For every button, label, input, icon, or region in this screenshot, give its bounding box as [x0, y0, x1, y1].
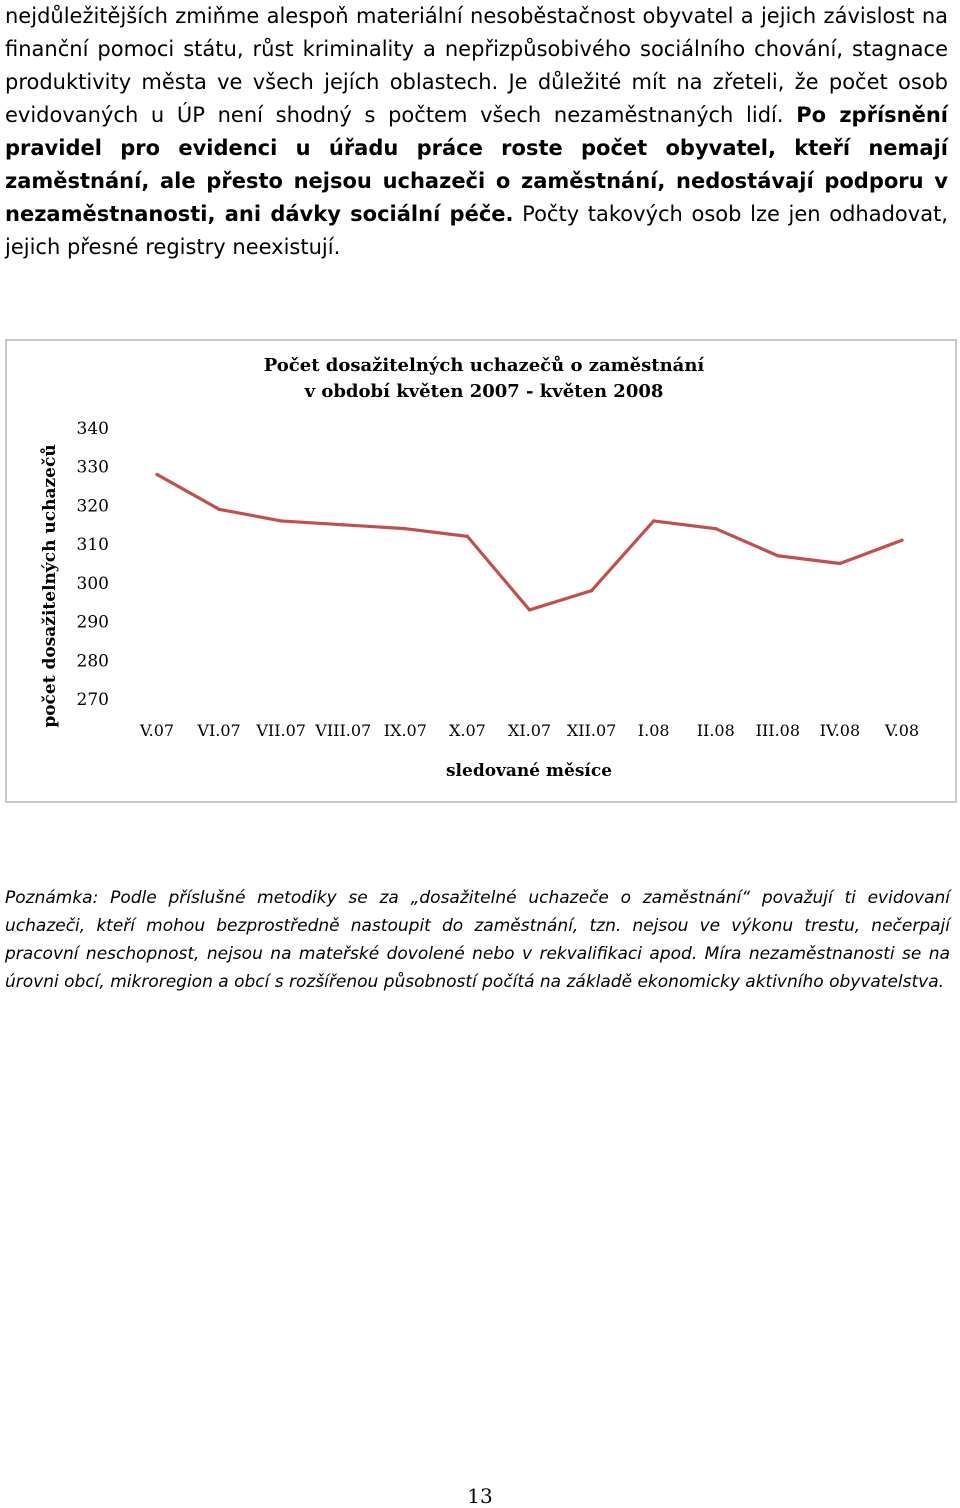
chart-title-line2: v období květen 2007 - květen 2008 [304, 381, 664, 402]
x-tick-label: IV.08 [820, 721, 861, 740]
body-paragraph: nejdůležitějších zmiňme alespoň materiál… [5, 0, 948, 264]
series-line-segment [341, 523, 407, 531]
data-point [714, 527, 718, 531]
x-tick-label: VIII.07 [314, 721, 371, 740]
data-point [838, 561, 842, 566]
footnote: Poznámka: Podle příslušné metodiky se za… [5, 888, 950, 992]
series-line-segment [465, 534, 532, 612]
y-tick-labels: 340 330 320 310 300 290 280 270 [77, 419, 109, 710]
page-number: 13 [467, 1484, 493, 1508]
plot-series [155, 472, 904, 612]
x-tick-label: II.08 [697, 721, 735, 740]
y-tick-label: 300 [77, 574, 109, 594]
series-line-segment [776, 554, 842, 566]
series-line-segment [838, 538, 904, 566]
data-point [776, 554, 780, 558]
series-line-segment [589, 519, 656, 593]
series-line-segment [403, 527, 470, 538]
x-tick-label: III.08 [756, 721, 800, 740]
x-tick-label: IX.07 [384, 721, 427, 740]
y-tick-label: 280 [77, 651, 109, 671]
y-tick-label: 340 [77, 419, 109, 439]
series-line-segment [714, 527, 780, 558]
x-axis-title: sledované měsíce [446, 761, 612, 781]
data-point [589, 589, 594, 593]
x-tick-label: VI.07 [196, 721, 240, 740]
series-line-segment [155, 472, 221, 511]
x-tick-label: V.08 [884, 721, 919, 740]
series-line-segment [527, 589, 594, 612]
y-axis-title: počet dosažitelných uchazečů [39, 444, 60, 727]
data-point [403, 527, 407, 531]
series-line-segment [652, 519, 718, 531]
x-tick-labels: V.07 VI.07 VII.07 VIII.07 IX.07 X.07 XI.07 XII.… [139, 721, 919, 740]
y-tick-label: 290 [77, 613, 109, 633]
line-chart: Počet dosažitelných uchazečů o zaměstnán… [39, 354, 919, 781]
x-tick-label: X.07 [449, 721, 486, 740]
y-tick-label: 310 [77, 535, 109, 555]
data-point [217, 507, 221, 511]
data-point [527, 608, 532, 612]
series-line-segment [279, 519, 345, 527]
x-tick-label: I.08 [638, 721, 670, 740]
paragraph-outro: Počty takových osob lze jen odhadovat, j… [5, 202, 948, 259]
paragraph-bold: Po zpřísnění pravidel pro evidenci u úřa… [5, 103, 948, 226]
series-line-segment [217, 507, 283, 523]
data-point [465, 534, 470, 538]
data-point [652, 519, 656, 523]
chart-container: Počet dosažitelných uchazečů o zaměstnán… [5, 339, 957, 803]
x-tick-label: VII.07 [255, 721, 306, 740]
data-point [341, 523, 345, 527]
data-point [279, 519, 283, 523]
x-tick-label: XI.07 [508, 721, 551, 740]
data-point [155, 472, 159, 477]
y-tick-label: 270 [77, 690, 109, 710]
x-tick-label: V.07 [139, 721, 174, 740]
paragraph-intro: nejdůležitějších zmiňme alespoň materiál… [5, 4, 948, 127]
x-tick-label: XII.07 [567, 721, 616, 740]
chart-title-line1: Počet dosažitelných uchazečů o zaměstnán… [264, 354, 705, 376]
y-tick-label: 320 [77, 496, 109, 516]
y-tick-label: 330 [77, 458, 109, 478]
data-point [900, 538, 904, 542]
